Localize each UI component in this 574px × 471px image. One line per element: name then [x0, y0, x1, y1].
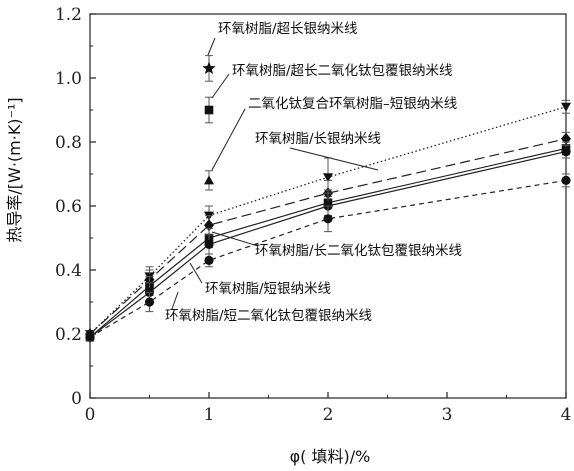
x-tick-label: 4 [561, 405, 572, 425]
annotation-label: 环氧树脂/短二氧化钛包覆银纳米线 [165, 308, 372, 324]
data-point-circle [323, 214, 333, 224]
x-tick-label: 1 [204, 405, 215, 425]
annotation-label: 环氧树脂/短银纳米线 [205, 281, 331, 297]
annotation-label: 环氧树脂/超长二氧化钛包覆银纳米线 [232, 63, 453, 79]
data-point-square [204, 105, 214, 115]
annotation-leader [189, 262, 203, 284]
axes: 0 1 2 3 4 0 0.2 0.4 0.6 0.8 1.0 1.2 [55, 5, 571, 425]
y-tick-label: 0 [71, 389, 82, 409]
annotation-layer: 环氧树脂/超长银纳米线环氧树脂/超长二氧化钛包覆银纳米线二氧化钛复合环氧树脂–短… [165, 21, 462, 324]
data-point-down-triangle [561, 102, 571, 112]
marks-layer [85, 55, 571, 342]
series-line-4 [89, 179, 567, 338]
y-axis-label: 热导率/[W·(m·K)⁻¹] [5, 97, 24, 242]
annotation-leader [289, 147, 379, 171]
x-tick-label: 0 [85, 405, 96, 425]
data-point-circle [85, 332, 95, 342]
data-point-circle [144, 297, 155, 307]
annotation-leader [171, 291, 179, 310]
annotation-label: 环氧树脂/长银纳米线 [255, 131, 381, 147]
y-tick-label: 0.6 [55, 197, 82, 217]
data-point-circle [204, 239, 214, 249]
annotation-leader [207, 37, 216, 56]
data-point-up-triangle [204, 175, 214, 185]
annotation-leader [211, 108, 246, 171]
data-point-circle [561, 175, 571, 185]
y-tick-label: 0.4 [55, 261, 82, 281]
annotation-label: 环氧树脂/长二氧化钛包覆银纳米线 [255, 243, 462, 259]
x-tick-label: 3 [442, 405, 453, 425]
data-point-circle [204, 255, 214, 265]
y-tick-label: 0.8 [55, 133, 82, 153]
series-line-1 [89, 138, 567, 335]
x-tick-label: 2 [323, 405, 334, 425]
annotation-leader [211, 231, 259, 247]
y-tick-label: 1.2 [55, 5, 82, 25]
data-point-down-triangle [323, 173, 333, 183]
data-point-circle [561, 147, 571, 157]
y-tick-label: 1.0 [55, 69, 82, 89]
annotation-label: 环氧树脂/超长银纳米线 [218, 21, 358, 37]
data-point-star [202, 61, 216, 75]
y-tick-label: 0.2 [55, 325, 82, 345]
annotation-leader [211, 73, 230, 99]
x-axis-label: φ( 填料)/% [290, 447, 371, 466]
annotation-label: 二氧化钛复合环氧树脂–短银纳米线 [248, 95, 457, 112]
